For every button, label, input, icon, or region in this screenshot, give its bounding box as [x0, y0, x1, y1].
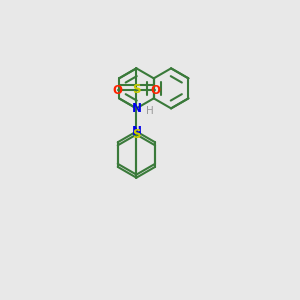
Text: H: H — [146, 106, 154, 116]
Text: N: N — [131, 125, 141, 138]
Text: S: S — [132, 128, 141, 141]
Text: S: S — [132, 83, 141, 96]
Text: N: N — [131, 102, 141, 115]
Text: O: O — [112, 84, 122, 97]
Text: O: O — [151, 84, 161, 97]
